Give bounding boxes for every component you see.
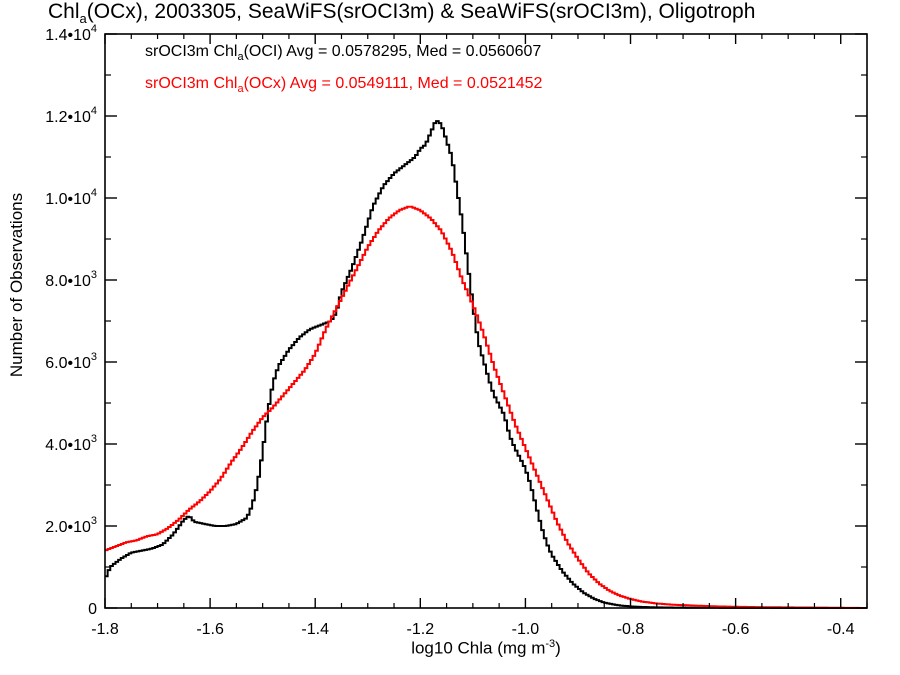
plot-frame	[104, 33, 868, 609]
y-tick-label: 8.0•103	[45, 269, 97, 290]
x-tick-label: -1.8	[91, 621, 119, 638]
y-tick-label: 1.2•104	[45, 105, 97, 126]
y-tick-label: 0	[88, 601, 97, 618]
series-layer	[105, 120, 867, 609]
legend-entry-ocI: srOCI3m Chla(OCI) Avg = 0.0578295, Med =…	[145, 43, 542, 64]
tick-layer: -1.8 -1.6 -1.4 -1.2 -1.0 -0.8 -0.6 -0.4 0 2.0•103…	[45, 23, 868, 638]
y-axis-label: Number of Observations	[7, 192, 26, 378]
series-ocx-line	[105, 205, 867, 609]
x-tick-label: -1.2	[407, 621, 435, 638]
x-tick-label: -1.0	[512, 621, 540, 638]
x-tick-label: -0.6	[722, 621, 750, 638]
y-tick-label: 1.0•104	[45, 187, 97, 208]
x-tick-label: -0.4	[827, 621, 855, 638]
y-tick-label: 4.0•103	[45, 433, 97, 454]
x-tick-label: -0.8	[617, 621, 645, 638]
x-axis-label: log10 Chla (mg m-3)	[411, 638, 561, 658]
y-tick-label: 1.4•104	[45, 23, 97, 44]
x-tick-label: -1.6	[196, 621, 224, 638]
y-tick-label: 6.0•103	[45, 351, 97, 372]
chart-title: Chla(OCx), 2003305, SeaWiFS(srOCI3m) & S…	[48, 0, 756, 27]
series-oci-line	[105, 120, 867, 609]
x-tick-label: -1.4	[301, 621, 329, 638]
legend-entry-ocx: srOCI3m Chla(OCx) Avg = 0.0549111, Med =…	[145, 75, 543, 96]
y-tick-label: 2.0•103	[45, 515, 97, 536]
